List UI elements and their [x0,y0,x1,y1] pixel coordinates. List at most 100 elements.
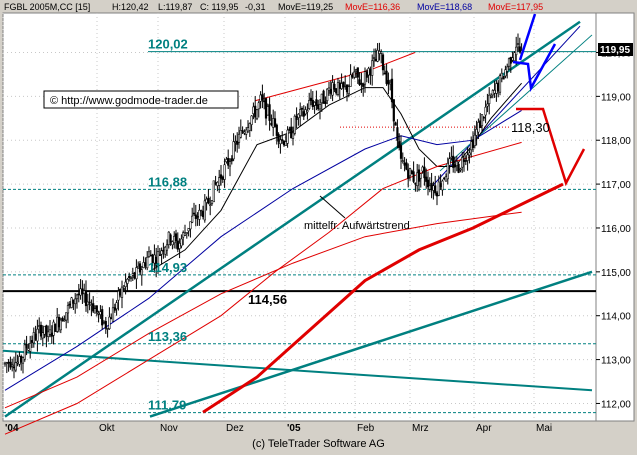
candlesticks [3,33,523,379]
candle-body [268,104,271,121]
candle-body [327,87,331,91]
candle-body [340,83,343,89]
candle-body [504,69,507,77]
candle-body [131,273,134,276]
candle-body [279,139,282,145]
level-label: 114,56 [248,292,287,307]
candle-body [369,69,372,76]
candle-body [167,231,170,245]
candle-body [475,129,478,136]
x-tick-label: Okt [99,423,115,434]
candle-body [221,176,224,180]
x-tick-label: '04 [5,423,19,434]
candle-body [29,343,32,352]
candle-body [102,320,106,323]
candle-body [308,100,311,109]
candle-body [329,89,332,94]
candle-body [61,317,64,322]
level-label: 111,79 [148,398,186,413]
heavy-moving-average-line [202,182,564,414]
header-high: H:120,42 [112,2,149,12]
candle-body [311,99,314,108]
candle-body [198,209,201,220]
candle-body [417,169,421,182]
candle-body [437,181,440,196]
candle-body [448,158,451,166]
candle-body [462,159,466,162]
candle-body [39,324,43,337]
candle-body [482,116,485,119]
candle-body [304,109,307,115]
candle-body [14,362,17,371]
candle-body [309,97,313,101]
candle-body [486,103,489,107]
header-ma1: MovE=119,25 [278,2,333,12]
candle-body [392,99,395,122]
candle-body [430,182,433,191]
candle-body [399,145,403,159]
candle-body [509,57,512,64]
candle-body [180,238,183,247]
candle-body [50,332,53,337]
candle-body [146,256,149,269]
candle-body [405,162,408,170]
candle-body [299,109,302,117]
candle-body [300,108,304,110]
candle-body [302,111,305,117]
candle-body [74,298,77,305]
candle-body [495,83,498,94]
candle-body [324,101,327,104]
candle-body [79,288,82,296]
candle-body [452,155,455,168]
candle-body [20,355,23,363]
candle-body [284,141,287,146]
candle-body [36,328,39,342]
candle-body [176,240,179,250]
watermark-text: © http://www.godmode-trader.de [50,95,208,107]
candle-body [250,115,253,125]
candle-body [9,361,12,368]
blue-projection-up [518,13,537,61]
candle-body [147,251,151,257]
level-label: 114,93 [148,260,187,275]
x-tick-label: Nov [160,423,178,434]
candle-body [488,94,491,104]
candle-body [498,75,502,93]
candle-body [266,106,269,116]
candle-body [502,76,505,80]
candle-body [470,141,473,151]
candle-body [12,366,16,369]
candle-body [174,233,178,241]
candle-body [318,104,322,110]
candle-body [423,166,426,179]
y-tick-label: 119,00 [601,92,631,103]
candle-body [259,94,262,102]
level-label: 118,30 [511,120,550,135]
header-ma2: MovE=116,36 [345,2,400,12]
candle-body [425,176,428,182]
candle-body [428,185,431,190]
candle-body [241,130,244,133]
candle-body [30,340,34,343]
candle-body [203,200,206,221]
candle-body [401,160,404,162]
candle-body [412,171,415,182]
candle-body [236,140,239,145]
candle-body [403,162,406,166]
candle-body [291,132,295,139]
candle-body [491,90,494,96]
candle-body [464,160,467,162]
candle-body [232,141,235,160]
candle-body [270,122,273,126]
moving-average-line [4,211,522,409]
candle-body [243,131,246,134]
blue-projection-zigzag [512,43,557,93]
price-axis-panel [595,12,635,422]
candle-body [133,272,136,279]
candle-body [320,93,323,104]
candle-body [371,60,374,76]
candle-body [16,361,19,364]
candle-body [182,232,185,238]
candle-body [351,75,354,78]
candle-body [149,254,152,257]
